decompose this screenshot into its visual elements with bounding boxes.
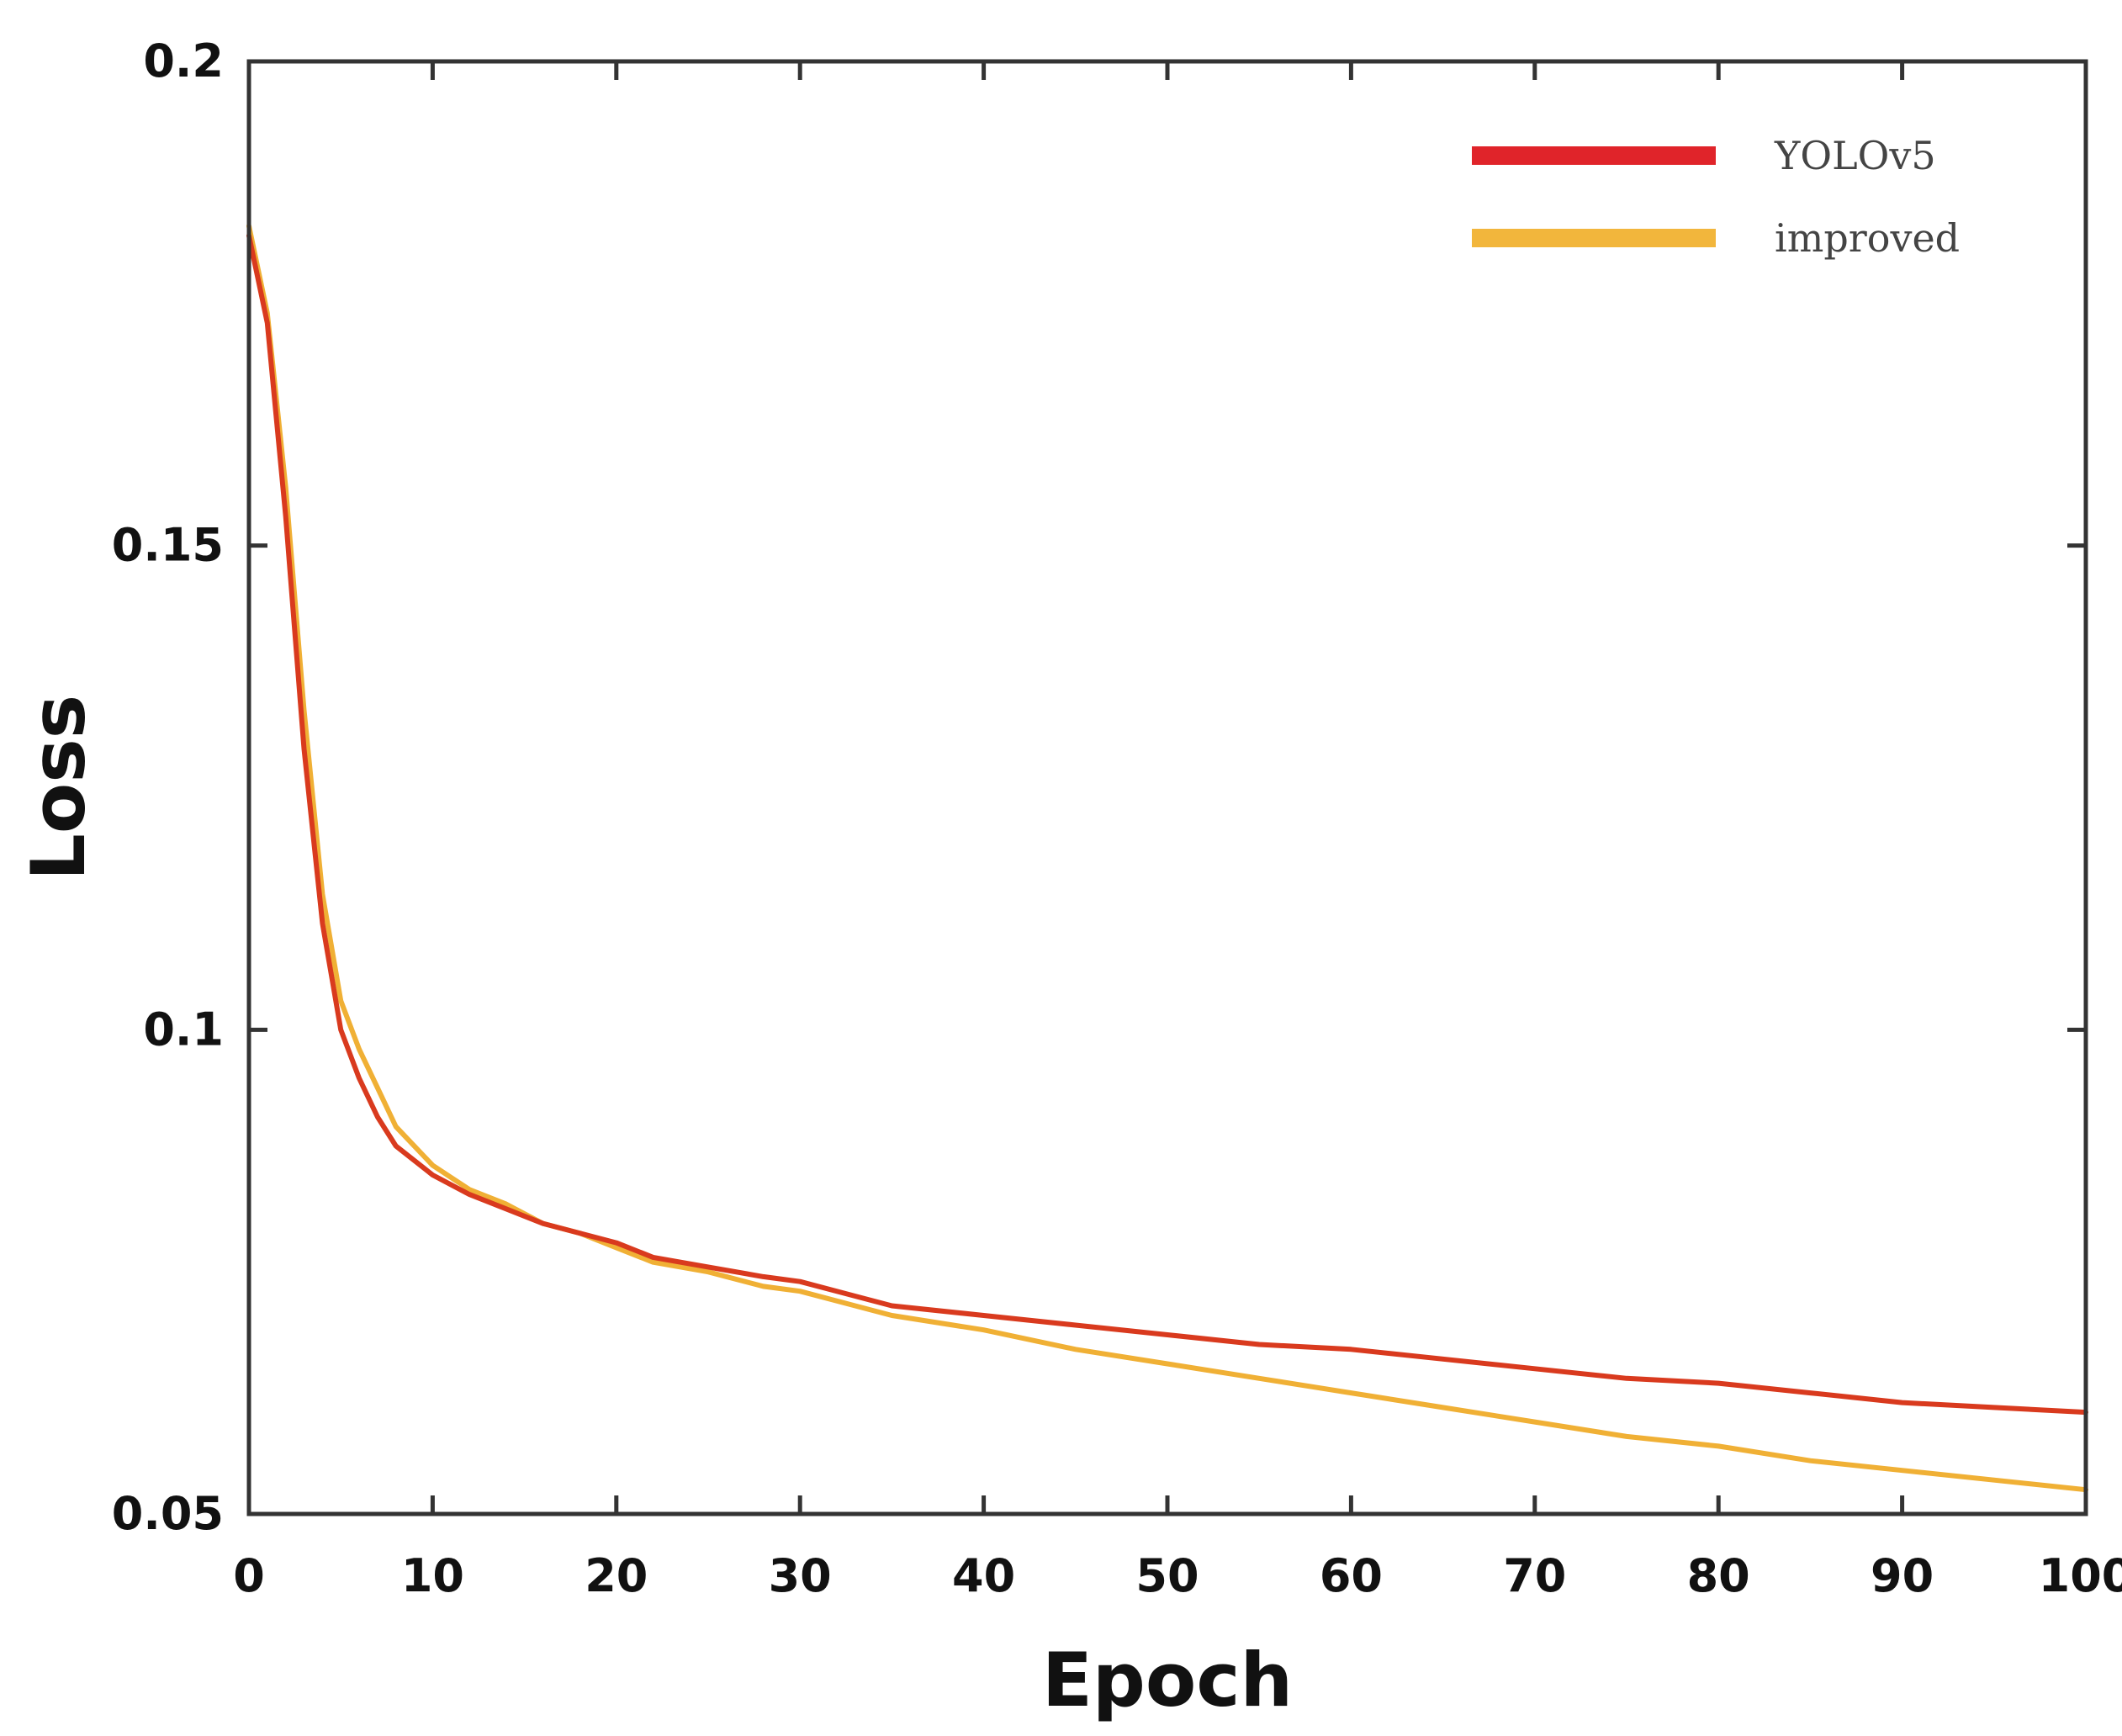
y-tick-label: 0.2 [143, 34, 224, 87]
x-tick-label: 50 [1135, 1549, 1199, 1602]
legend-label: improved [1775, 215, 1960, 261]
y-axis-title: Loss [15, 695, 102, 881]
legend-label: YOLOv5 [1774, 133, 1936, 178]
x-tick-label: 10 [401, 1549, 464, 1602]
x-tick-label: 100 [2039, 1549, 2122, 1602]
series-line-yolov5 [246, 233, 2088, 1416]
x-axis-title: Epoch [1042, 1637, 1293, 1723]
x-tick-label: 0 [233, 1549, 265, 1602]
x-tick-label: 20 [585, 1549, 648, 1602]
series-line-improved [246, 223, 2088, 1493]
x-tick-label: 70 [1503, 1549, 1566, 1602]
y-tick-label: 0.05 [112, 1487, 224, 1540]
y-tick-label: 0.1 [143, 1003, 224, 1056]
x-tick-label: 40 [952, 1549, 1015, 1602]
y-tick-label: 0.15 [112, 519, 224, 572]
ticks-layer: 0 10 20 30 40 50 60 70 80 90 100 0.05 0.1 0.15 0.2 [112, 34, 2122, 1602]
x-tick-label: 80 [1687, 1549, 1750, 1602]
x-tick-label: 90 [1871, 1549, 1934, 1602]
legend: YOLOv5 improved [1472, 133, 1960, 261]
x-tick-label: 30 [769, 1549, 832, 1602]
series-layer [246, 223, 2088, 1493]
x-tick-label: 60 [1320, 1549, 1383, 1602]
